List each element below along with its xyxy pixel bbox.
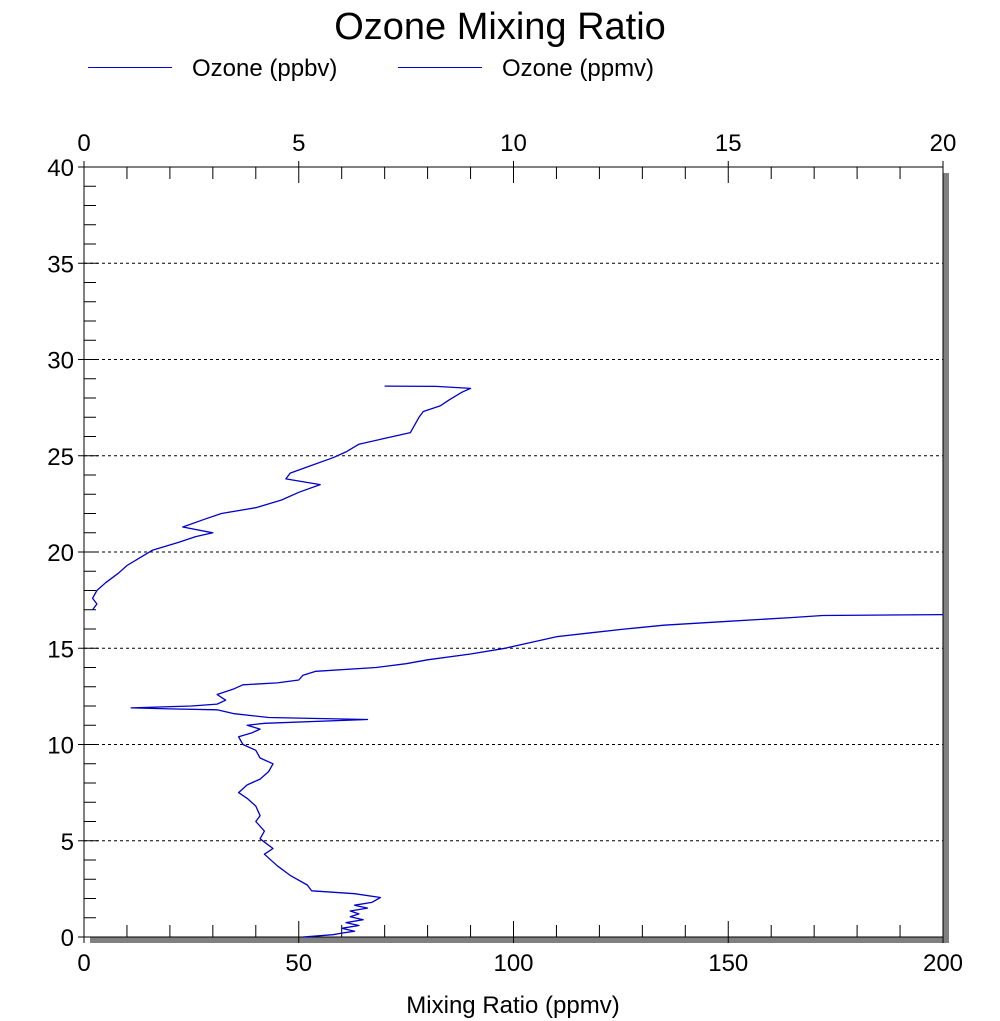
chart-title: Ozone Mixing Ratio [334, 6, 666, 48]
series-line-ozone-ppmv [91, 385, 472, 611]
y-tick-label-25: 25 [47, 444, 74, 471]
x-bottom-tick-label-0: 0 [77, 950, 90, 977]
series-line-ozone-ppbv [130, 613, 944, 938]
y-tick-label-5: 5 [61, 829, 74, 856]
y-tick-label-40: 40 [47, 155, 74, 182]
y-tick-label-10: 10 [47, 733, 74, 760]
plot-shadow-bottom [90, 937, 949, 943]
x-bottom-tick-label-50: 50 [285, 950, 312, 977]
x-bottom-tick-label-150: 150 [708, 950, 748, 977]
y-tick-label-0: 0 [61, 925, 74, 952]
legend-swatch-ozone-ppmv [398, 67, 482, 68]
x-axis-title: Mixing Ratio (ppmv) [406, 992, 619, 1019]
x-bottom-tick-label-100: 100 [493, 950, 533, 977]
y-tick-label-30: 30 [47, 348, 74, 375]
y-tick-label-35: 35 [47, 251, 74, 278]
plot-shadow-right [943, 173, 949, 943]
x-top-tick-label-15: 15 [715, 130, 742, 157]
legend-label-ozone-ppbv: Ozone (ppbv) [192, 55, 338, 82]
y-tick-label-15: 15 [47, 636, 74, 663]
legend-swatch-ozone-ppbv [88, 67, 172, 68]
x-top-tick-label-20: 20 [930, 130, 957, 157]
x-top-tick-label-5: 5 [292, 130, 305, 157]
x-top-tick-label-10: 10 [500, 130, 527, 157]
x-top-tick-label-0: 0 [77, 130, 90, 157]
y-tick-label-20: 20 [47, 540, 74, 567]
x-bottom-tick-label-200: 200 [923, 950, 963, 977]
legend-label-ozone-ppmv: Ozone (ppmv) [502, 55, 655, 82]
